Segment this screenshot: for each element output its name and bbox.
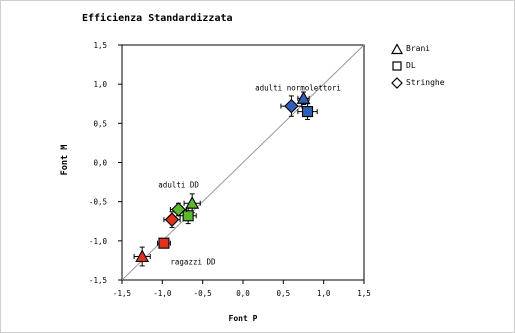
diamond-icon	[391, 77, 403, 89]
data-point	[163, 211, 181, 229]
y-tick-label: -0,5	[89, 198, 107, 207]
diamond-marker	[284, 98, 299, 114]
square-marker	[301, 106, 314, 118]
x-tick-label: 1,5	[357, 289, 371, 298]
diamond-marker	[164, 212, 180, 227]
triangle-marker	[296, 91, 311, 104]
x-axis-label: Font P	[228, 314, 258, 323]
y-tick-label: 0,5	[93, 119, 107, 128]
annotation-label: adulti DD	[158, 181, 199, 190]
square-marker	[158, 237, 170, 249]
legend-label: Stringhe	[406, 78, 445, 87]
x-tick-label: -1,5	[113, 289, 131, 298]
y-tick-label: -1,5	[89, 276, 107, 285]
annotation-label: adulti normolettori	[255, 83, 341, 92]
diagonal-line	[121, 44, 365, 281]
data-point	[296, 91, 311, 106]
y-tick-label: 0,0	[93, 159, 107, 168]
x-tick-label: 0,0	[236, 289, 250, 298]
data-point	[297, 103, 318, 120]
data-point	[183, 193, 201, 214]
y-tick-label: 1,0	[93, 80, 107, 89]
annotation-label: ragazzi DD	[170, 257, 216, 266]
triangle-icon	[391, 43, 403, 55]
data-point	[169, 202, 188, 217]
triangle-marker	[135, 249, 150, 263]
square-icon	[392, 61, 402, 71]
chart-title: Efficienza Standardizzata	[82, 13, 233, 24]
square-marker	[182, 210, 194, 222]
data-point	[280, 95, 303, 117]
x-tick-label: 1,0	[317, 289, 331, 298]
legend-label: DL	[406, 61, 416, 70]
data-point	[156, 237, 171, 249]
y-tick-label: -1,0	[89, 237, 108, 246]
x-tick-label: -0,5	[194, 289, 212, 298]
triangle-marker	[185, 196, 200, 209]
data-point	[133, 246, 151, 267]
y-tick-label: 1,5	[93, 41, 107, 50]
diamond-marker	[171, 202, 186, 217]
x-tick-label: 0,5	[277, 289, 291, 298]
x-tick-label: -1,0	[153, 289, 172, 298]
legend-label: Brani	[406, 44, 431, 53]
